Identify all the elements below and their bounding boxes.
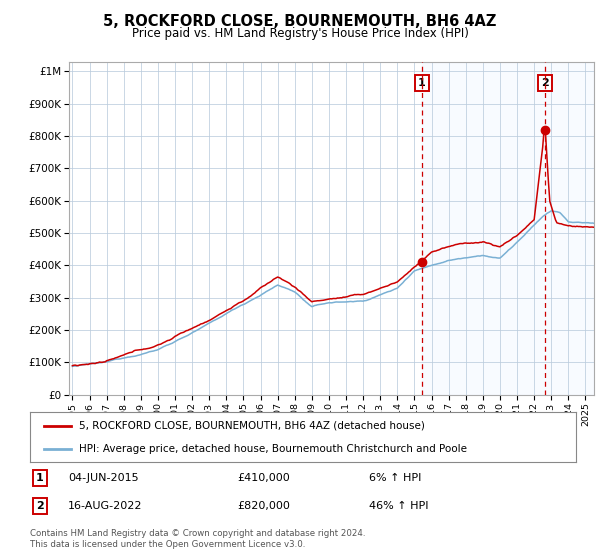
Text: Contains HM Land Registry data © Crown copyright and database right 2024.
This d: Contains HM Land Registry data © Crown c…	[30, 529, 365, 549]
Text: Price paid vs. HM Land Registry's House Price Index (HPI): Price paid vs. HM Land Registry's House …	[131, 27, 469, 40]
Text: 16-AUG-2022: 16-AUG-2022	[68, 501, 143, 511]
Text: 1: 1	[418, 78, 425, 87]
Text: 46% ↑ HPI: 46% ↑ HPI	[368, 501, 428, 511]
Text: £820,000: £820,000	[238, 501, 290, 511]
Text: £410,000: £410,000	[238, 473, 290, 483]
Text: 5, ROCKFORD CLOSE, BOURNEMOUTH, BH6 4AZ: 5, ROCKFORD CLOSE, BOURNEMOUTH, BH6 4AZ	[103, 14, 497, 29]
Text: 1: 1	[36, 473, 44, 483]
Text: HPI: Average price, detached house, Bournemouth Christchurch and Poole: HPI: Average price, detached house, Bour…	[79, 445, 467, 454]
Text: 2: 2	[541, 78, 548, 87]
Text: 04-JUN-2015: 04-JUN-2015	[68, 473, 139, 483]
Bar	[422, 62, 594, 395]
Text: 5, ROCKFORD CLOSE, BOURNEMOUTH, BH6 4AZ (detached house): 5, ROCKFORD CLOSE, BOURNEMOUTH, BH6 4AZ …	[79, 421, 425, 431]
Text: 6% ↑ HPI: 6% ↑ HPI	[368, 473, 421, 483]
Text: 2: 2	[36, 501, 44, 511]
